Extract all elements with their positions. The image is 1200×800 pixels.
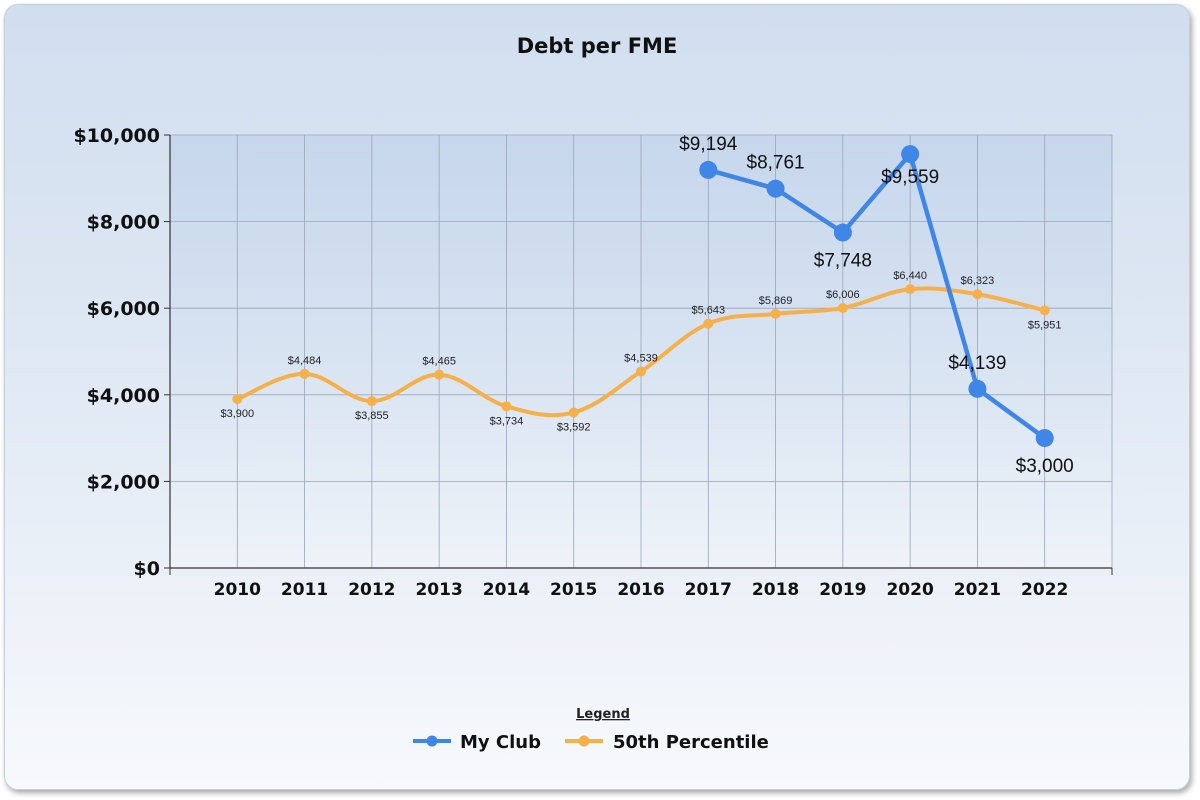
x-tick-label: 2016 (617, 580, 664, 600)
series-line-my-club (707, 151, 1047, 440)
data-label-my-club: $4,139 (948, 353, 1006, 374)
point-50th-percentile (1039, 305, 1050, 316)
chart-title: Debt per FME (517, 34, 678, 58)
x-tick-label: 2015 (550, 580, 597, 600)
x-tick-label: 2013 (415, 580, 462, 600)
data-label-50th-percentile: $3,592 (557, 421, 591, 433)
point-50th-percentile (905, 284, 916, 295)
point-my-club (901, 145, 920, 164)
data-label-50th-percentile: $3,734 (490, 415, 524, 427)
legend-marker-my-club (426, 735, 438, 747)
point-50th-percentile (770, 308, 781, 319)
data-label-50th-percentile: $4,539 (624, 352, 658, 364)
legend: Legend My Club 50th Percentile (413, 707, 769, 753)
y-tick-label: $6,000 (87, 298, 160, 320)
point-50th-percentile (434, 369, 445, 380)
axes: $0 $2,000 $4,000 $6,000 $8,000 $10,000 2010 201… (73, 125, 1113, 600)
point-50th-percentile (299, 368, 310, 379)
y-tick-label: $4,000 (87, 385, 160, 407)
data-label-50th-percentile: $4,465 (422, 356, 456, 368)
point-my-club (766, 179, 785, 198)
legend-label-50th-percentile: 50th Percentile (613, 732, 769, 753)
x-tick-label: 2014 (483, 580, 530, 600)
x-tick-label: 2022 (1021, 580, 1068, 600)
series (232, 145, 1054, 448)
legend-marker-50th-percentile (578, 735, 590, 747)
y-tick-label: $2,000 (87, 471, 160, 493)
point-50th-percentile (366, 396, 377, 407)
data-label-my-club: $7,748 (814, 251, 872, 272)
data-labels: $9,194 $8,761 $7,748 $9,559 $4,139 $3,000 $3,9… (220, 134, 1073, 477)
point-50th-percentile (568, 407, 579, 418)
point-50th-percentile (232, 394, 243, 405)
data-label-50th-percentile: $3,855 (355, 410, 389, 422)
data-label-50th-percentile: $4,484 (288, 355, 322, 367)
data-label-50th-percentile: $6,440 (893, 270, 927, 282)
data-label-50th-percentile: $5,869 (759, 295, 793, 307)
point-50th-percentile (703, 318, 714, 329)
data-label-50th-percentile: $6,006 (826, 289, 860, 301)
x-tick-label: 2020 (886, 580, 933, 600)
x-tick-label: 2021 (954, 580, 1001, 600)
data-label-my-club: $3,000 (1016, 456, 1074, 477)
y-tick-label: $10,000 (73, 125, 160, 147)
point-50th-percentile (636, 366, 646, 377)
x-tick-label: 2010 (214, 580, 261, 600)
point-50th-percentile (972, 289, 983, 300)
legend-label-my-club: My Club (460, 732, 541, 753)
point-my-club (1035, 429, 1054, 448)
legend-title: Legend (576, 707, 630, 722)
x-tick-label: 2012 (348, 580, 395, 600)
point-my-club (699, 160, 718, 179)
y-tick-label: $0 (134, 558, 160, 580)
point-50th-percentile (837, 302, 848, 313)
point-my-club (833, 223, 852, 242)
y-tick-label: $8,000 (87, 212, 160, 234)
data-label-50th-percentile: $5,951 (1028, 319, 1062, 331)
data-label-50th-percentile: $3,900 (220, 408, 254, 420)
point-50th-percentile (501, 401, 512, 412)
x-tick-label: 2019 (819, 580, 866, 600)
data-label-50th-percentile: $6,323 (961, 275, 995, 287)
x-tick-label: 2017 (685, 580, 732, 600)
data-label-my-club: $8,761 (747, 153, 805, 174)
data-label-my-club: $9,194 (679, 134, 738, 155)
data-label-my-club: $9,559 (881, 167, 939, 188)
x-tick-label: 2018 (752, 580, 799, 600)
data-label-50th-percentile: $5,643 (691, 305, 725, 317)
x-tick-label: 2011 (281, 580, 328, 600)
point-my-club (968, 379, 987, 398)
